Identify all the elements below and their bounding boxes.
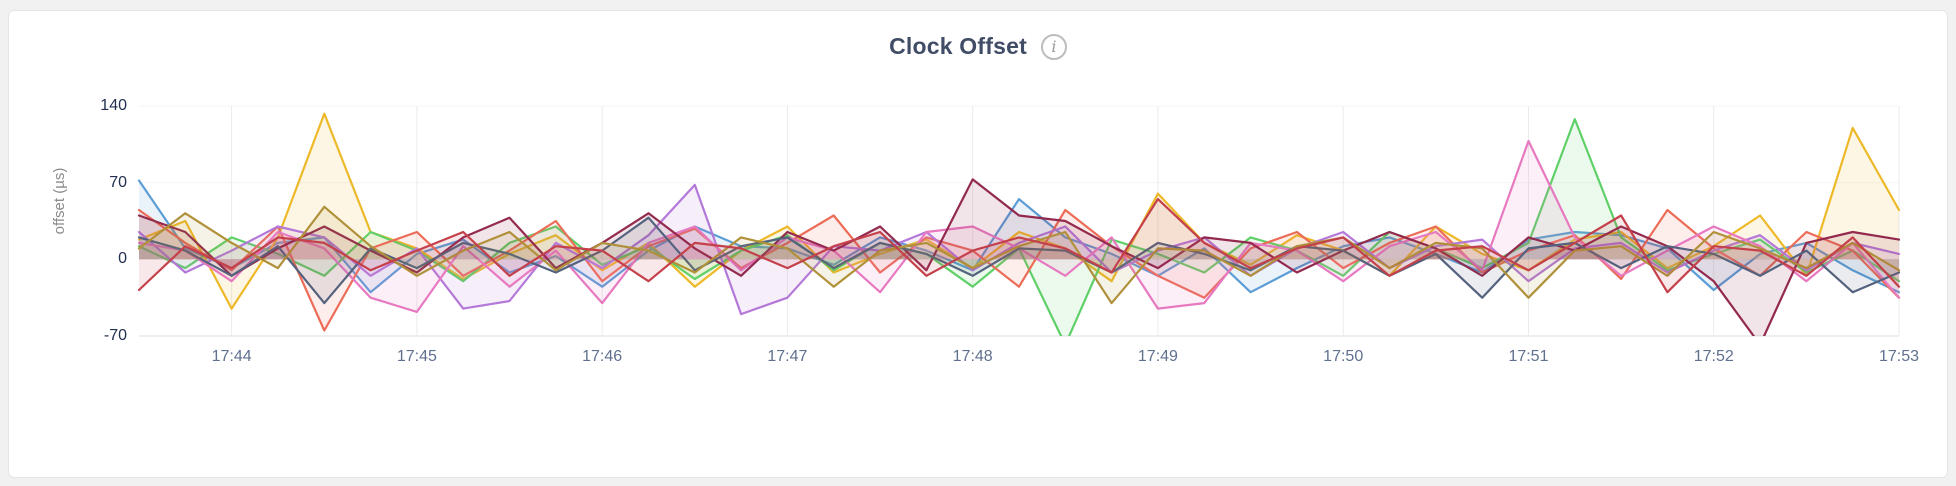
y-tick-label: -70	[103, 327, 127, 344]
series-group	[137, 112, 1901, 336]
x-tick-label: 17:53	[1878, 348, 1920, 365]
y-tick-label: 70	[109, 173, 127, 191]
x-tick-label: 17:45	[396, 348, 437, 365]
x-tick-label: 17:48	[952, 348, 993, 365]
x-tick-label: 17:51	[1508, 348, 1549, 365]
x-tick-label: 17:52	[1693, 348, 1734, 365]
series-line-red	[137, 198, 1901, 294]
chart-title: Clock Offset	[889, 33, 1027, 59]
clock-offset-card: Clock Offset i offset (µs) 140 70 0 -70 17:…	[8, 10, 1948, 478]
x-tick-label: 17:49	[1137, 348, 1178, 365]
series-area-green	[139, 119, 1899, 336]
x-tick-label: 17:47	[767, 348, 808, 365]
x-tick-label: 17:46	[582, 348, 623, 365]
info-icon[interactable]: i	[1040, 33, 1067, 60]
chart-header: Clock Offset i	[9, 33, 1947, 60]
y-tick-label: 140	[100, 97, 127, 114]
series-area-coral	[139, 210, 1899, 331]
x-tick-label: 17:50	[1323, 348, 1364, 365]
series-line-slate	[137, 216, 1901, 305]
series-area-olive	[139, 206, 1899, 304]
series-area-maroon	[139, 179, 1899, 336]
series-line-olive	[137, 205, 1901, 305]
series-area-pink	[139, 141, 1899, 312]
y-tick-label: 0	[118, 250, 127, 268]
x-tick-label: 17:44	[211, 348, 252, 365]
series-area-red	[139, 199, 1899, 293]
clock-offset-line-chart	[137, 105, 1901, 337]
